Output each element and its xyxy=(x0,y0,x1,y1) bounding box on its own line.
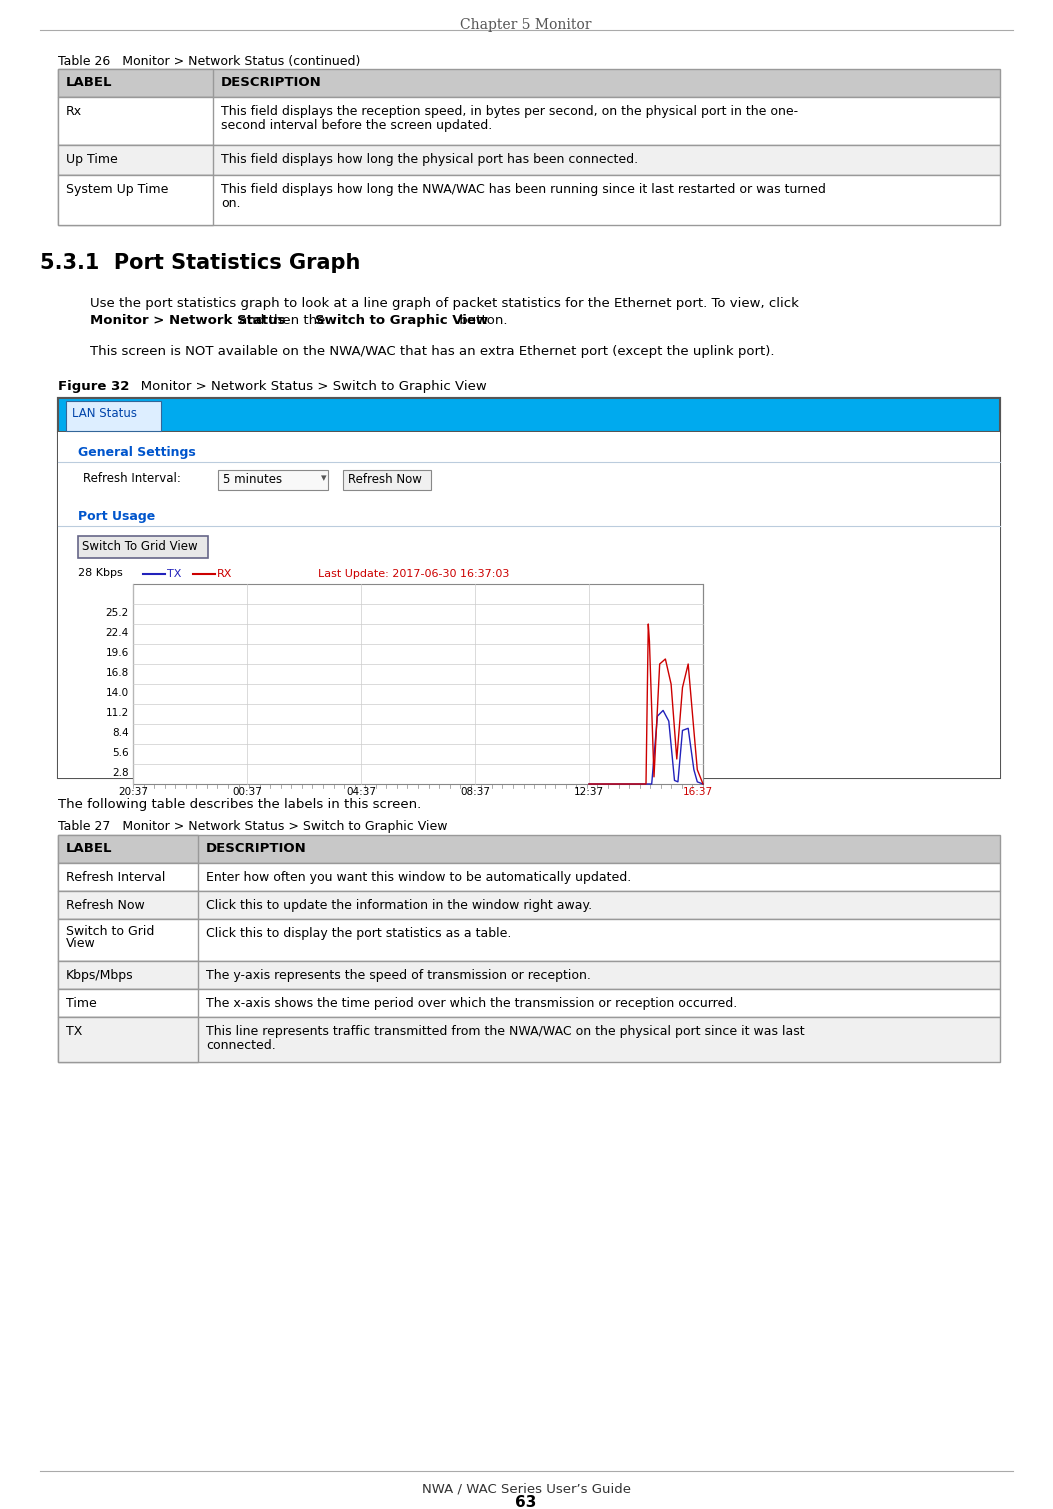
Bar xyxy=(58,863,1000,890)
Text: 22.4: 22.4 xyxy=(105,628,130,638)
Text: LABEL: LABEL xyxy=(66,75,113,89)
Bar xyxy=(58,69,213,97)
Bar xyxy=(343,469,431,490)
Text: second interval before the screen updated.: second interval before the screen update… xyxy=(221,119,492,131)
Bar xyxy=(58,97,1000,145)
Bar xyxy=(58,398,1000,779)
Text: 04:37: 04:37 xyxy=(346,788,376,797)
Text: View: View xyxy=(66,937,96,951)
Text: on.: on. xyxy=(221,198,240,210)
Bar xyxy=(58,432,1000,779)
Text: 28 Kbps: 28 Kbps xyxy=(78,567,123,578)
Bar xyxy=(58,97,213,145)
Bar xyxy=(58,961,1000,988)
Text: 00:37: 00:37 xyxy=(232,788,262,797)
Bar xyxy=(58,834,1000,863)
Bar xyxy=(58,398,1000,432)
Bar xyxy=(58,919,198,961)
Text: Up Time: Up Time xyxy=(66,152,118,166)
Text: Refresh Now: Refresh Now xyxy=(347,472,422,486)
Text: Figure 32: Figure 32 xyxy=(58,380,130,392)
Text: TX: TX xyxy=(66,1025,82,1038)
Text: 16:37: 16:37 xyxy=(683,788,713,797)
Text: 2.8: 2.8 xyxy=(113,768,130,779)
Text: This line represents traffic transmitted from the NWA/WAC on the physical port s: This line represents traffic transmitted… xyxy=(206,1025,804,1038)
Text: Port Usage: Port Usage xyxy=(78,510,155,524)
Text: LAN Status: LAN Status xyxy=(72,407,137,420)
Text: ▾: ▾ xyxy=(321,472,326,483)
Bar xyxy=(58,145,1000,175)
Bar xyxy=(58,175,1000,225)
Text: General Settings: General Settings xyxy=(78,447,196,459)
Text: 5.3.1  Port Statistics Graph: 5.3.1 Port Statistics Graph xyxy=(40,254,360,273)
Text: Last Update: 2017-06-30 16:37:03: Last Update: 2017-06-30 16:37:03 xyxy=(318,569,510,579)
Text: System Up Time: System Up Time xyxy=(66,183,168,196)
Text: Rx: Rx xyxy=(66,106,82,118)
Text: 14.0: 14.0 xyxy=(106,688,130,699)
Text: Click this to update the information in the window right away.: Click this to update the information in … xyxy=(206,899,592,911)
Text: Switch to Grid: Switch to Grid xyxy=(66,925,155,939)
Text: Refresh Interval: Refresh Interval xyxy=(66,871,165,884)
Bar xyxy=(66,401,161,432)
Text: Use the port statistics graph to look at a line graph of packet statistics for t: Use the port statistics graph to look at… xyxy=(90,297,799,309)
Text: Click this to display the port statistics as a table.: Click this to display the port statistic… xyxy=(206,927,512,940)
Text: Chapter 5 Monitor: Chapter 5 Monitor xyxy=(460,18,592,32)
Text: The y-axis represents the speed of transmission or reception.: The y-axis represents the speed of trans… xyxy=(206,969,591,982)
Text: connected.: connected. xyxy=(206,1040,276,1052)
Text: Refresh Now: Refresh Now xyxy=(66,899,144,911)
Bar xyxy=(58,961,198,988)
Text: This field displays the reception speed, in bytes per second, on the physical po: This field displays the reception speed,… xyxy=(221,106,798,118)
Text: The following table describes the labels in this screen.: The following table describes the labels… xyxy=(58,798,421,810)
Text: 5 minutes: 5 minutes xyxy=(223,472,282,486)
Text: TX: TX xyxy=(167,569,181,579)
Text: 08:37: 08:37 xyxy=(460,788,490,797)
Text: Enter how often you want this window to be automatically updated.: Enter how often you want this window to … xyxy=(206,871,631,884)
Text: DESCRIPTION: DESCRIPTION xyxy=(221,75,322,89)
Text: 19.6: 19.6 xyxy=(105,647,130,658)
Text: 8.4: 8.4 xyxy=(113,727,130,738)
Text: Kbps/Mbps: Kbps/Mbps xyxy=(66,969,134,982)
Bar xyxy=(58,919,1000,961)
Text: 5.6: 5.6 xyxy=(113,748,130,758)
Bar xyxy=(58,988,1000,1017)
Text: RX: RX xyxy=(217,569,233,579)
Text: Table 27   Monitor > Network Status > Switch to Graphic View: Table 27 Monitor > Network Status > Swit… xyxy=(58,819,448,833)
Bar xyxy=(58,988,198,1017)
Text: 63: 63 xyxy=(515,1495,537,1509)
Bar xyxy=(58,145,213,175)
Text: DESCRIPTION: DESCRIPTION xyxy=(206,842,306,856)
Text: and then the: and then the xyxy=(235,314,330,327)
Text: Time: Time xyxy=(66,997,97,1010)
Text: Switch To Grid View: Switch To Grid View xyxy=(82,540,198,552)
Bar xyxy=(58,890,1000,919)
Text: Switch to Graphic View: Switch to Graphic View xyxy=(315,314,489,327)
Text: button.: button. xyxy=(455,314,508,327)
Bar xyxy=(58,1017,1000,1062)
Bar xyxy=(58,69,1000,97)
Text: NWA / WAC Series User’s Guide: NWA / WAC Series User’s Guide xyxy=(421,1483,631,1495)
Text: 12:37: 12:37 xyxy=(574,788,604,797)
Text: This field displays how long the physical port has been connected.: This field displays how long the physica… xyxy=(221,152,638,166)
Text: 25.2: 25.2 xyxy=(105,608,130,619)
Text: Refresh Interval:: Refresh Interval: xyxy=(83,472,181,484)
Text: Table 26   Monitor > Network Status (continued): Table 26 Monitor > Network Status (conti… xyxy=(58,54,360,68)
Bar xyxy=(58,890,198,919)
Text: Monitor > Network Status: Monitor > Network Status xyxy=(90,314,285,327)
Text: 20:37: 20:37 xyxy=(118,788,148,797)
Text: This screen is NOT available on the NWA/WAC that has an extra Ethernet port (exc: This screen is NOT available on the NWA/… xyxy=(90,346,775,358)
Text: 16.8: 16.8 xyxy=(105,668,130,678)
Text: This field displays how long the NWA/WAC has been running since it last restarte: This field displays how long the NWA/WAC… xyxy=(221,183,826,196)
Text: LABEL: LABEL xyxy=(66,842,113,856)
Text: Monitor > Network Status > Switch to Graphic View: Monitor > Network Status > Switch to Gra… xyxy=(128,380,486,392)
Bar xyxy=(58,834,198,863)
Bar xyxy=(58,1017,198,1062)
Bar xyxy=(58,175,213,225)
Text: 11.2: 11.2 xyxy=(105,708,130,718)
Bar xyxy=(78,536,208,558)
Bar xyxy=(133,584,703,785)
Bar xyxy=(58,863,198,890)
Text: The x-axis shows the time period over which the transmission or reception occurr: The x-axis shows the time period over wh… xyxy=(206,997,737,1010)
Bar xyxy=(218,469,327,490)
